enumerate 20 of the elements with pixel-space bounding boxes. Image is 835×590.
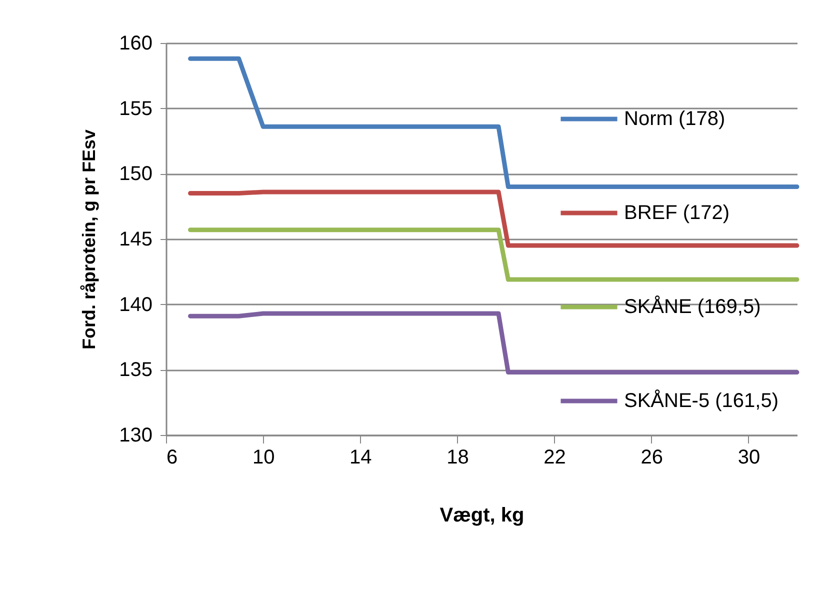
x-tick-label: 30 xyxy=(738,446,760,468)
y-tick-label: 160 xyxy=(119,32,152,54)
x-tick-label: 18 xyxy=(446,446,469,468)
y-tick-label: 145 xyxy=(119,228,152,250)
y-tick-label: 140 xyxy=(119,294,152,316)
x-axis-title: Vægt, kg xyxy=(440,504,524,526)
legend-label: SKÅNE-5 (161,5) xyxy=(624,389,779,412)
legend-label: Norm (178) xyxy=(624,108,726,130)
y-tick-label: 150 xyxy=(119,163,152,186)
x-tick-label: 26 xyxy=(640,446,664,468)
y-axis-title: Ford. råprotein, g pr FEsv xyxy=(79,129,100,350)
legend-label: BREF (172) xyxy=(624,202,730,224)
y-tick-label: 130 xyxy=(119,424,152,446)
y-tick-label: 155 xyxy=(119,98,152,120)
y-tick-label: 135 xyxy=(119,359,152,382)
legend-label: SKÅNE (169,5) xyxy=(624,295,761,318)
x-tick-label: 10 xyxy=(252,446,275,468)
x-tick-label: 22 xyxy=(544,446,566,468)
x-tick-label: 6 xyxy=(166,446,178,468)
x-tick-label: 14 xyxy=(350,446,372,468)
